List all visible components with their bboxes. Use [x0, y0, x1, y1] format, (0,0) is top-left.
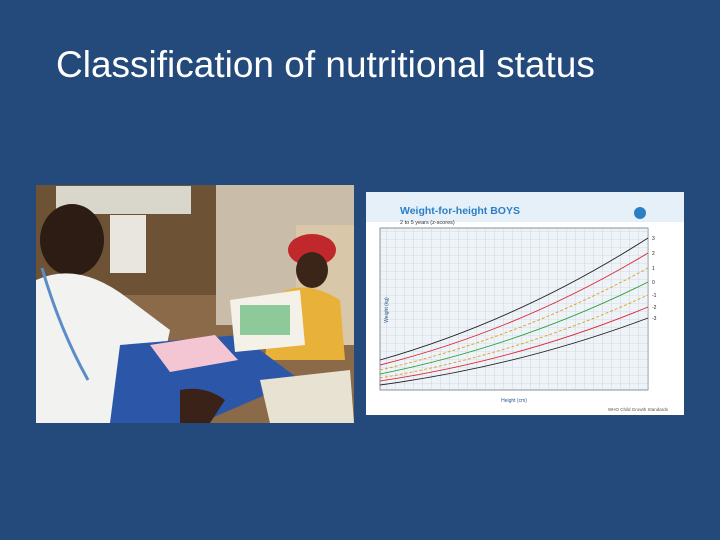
chart-image-y-label: Weight (kg) [384, 297, 390, 323]
z-score-label: -3 [652, 316, 657, 322]
z-score-label: 3 [652, 236, 655, 242]
chart-image-subtitle: 2 to 5 years (z-scores) [400, 220, 455, 226]
chart-image-footer: WHO Child Growth Standards [608, 407, 669, 412]
z-score-label: 1 [652, 266, 655, 272]
clinic-photo [36, 185, 354, 423]
z-score-label: 0 [652, 280, 655, 286]
z-score-label: -2 [652, 305, 657, 311]
slide-title: Classification of nutritional status [56, 44, 595, 85]
chart-image-x-label: Height (cm) [501, 398, 527, 404]
z-score-label: 2 [652, 251, 655, 257]
growth-chart-image: Weight-for-height BOYS 2 to 5 years (z-s… [366, 192, 684, 415]
z-score-label: -1 [652, 293, 657, 299]
chart-image-title: Weight-for-height BOYS [400, 205, 520, 217]
